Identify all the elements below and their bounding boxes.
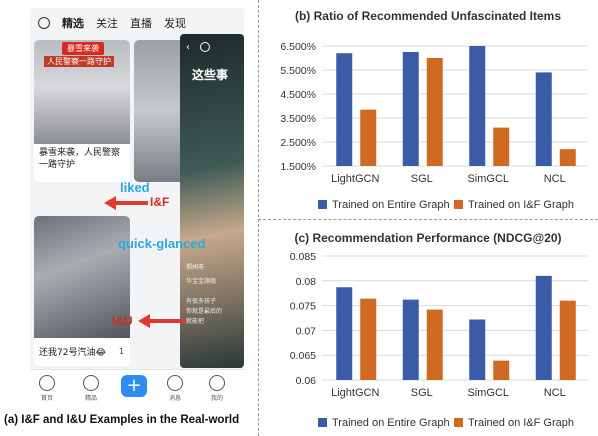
back-chevron-icon[interactable]: ‹ [186,42,190,53]
nav-home[interactable]: 首页 [32,375,62,402]
card-title: 暴雪来袭，人民警察一路守护 [39,148,121,170]
bar-if-graph [426,58,443,166]
chart-title: (c) Recommendation Performance (NDCG@20) [294,231,561,245]
annotation-liked: liked [120,180,150,195]
legend-swatch [454,200,463,209]
legend-swatch [318,200,327,209]
legend-label: Trained on I&F Graph [468,199,574,211]
panel-divider-horizontal [258,219,598,220]
chart-title: (b) Ratio of Recommended Unfascinated It… [295,9,561,23]
bar-entire-graph [535,275,552,380]
y-tick-label: 0.085 [290,251,316,263]
like-count: 1 [118,347,124,356]
card-tag: 暴雪来袭 [62,42,104,55]
arrow-if [104,196,148,210]
y-tick-label: 0.07 [296,325,317,337]
x-tick-label: NCL [544,387,566,399]
x-tick-label: SimGCL [467,173,509,185]
legend-label: Trained on Entire Graph [332,199,450,211]
bar-if-graph [360,109,377,166]
y-tick-label: 0.075 [290,301,316,313]
nav-label: 首页 [40,395,53,402]
legend-label: Trained on Entire Graph [332,417,450,429]
profile-icon [209,375,225,391]
bar-entire-graph [469,319,486,380]
search-icon[interactable] [38,17,50,29]
y-tick-label: 0.065 [290,350,316,362]
card-title: 还我72号汽油😂 [39,348,106,358]
y-tick-label: 6.500% [280,41,316,53]
tab-live[interactable]: 直播 [130,17,152,30]
create-plus-button[interactable]: + [121,375,147,397]
bar-entire-graph [336,287,353,380]
video-line-3: 你就是最后的 [186,308,223,315]
featured-icon [83,375,99,391]
figure-caption-a: (a) I&F and I&U Examples in the Real-wor… [4,414,240,426]
legend-swatch [454,418,463,427]
y-tick-label: 3.500% [280,113,316,125]
chart-unfascinated-ratio: (b) Ratio of Recommended Unfascinated It… [280,9,588,211]
nav-label: 精品 [84,395,97,402]
chart-ndcg: (c) Recommendation Performance (NDCG@20)… [290,231,588,429]
bar-if-graph [360,298,377,380]
bar-entire-graph [402,299,419,380]
card-overlay-text: 人民警察一路守护 [44,56,114,67]
y-tick-label: 2.500% [280,137,316,149]
x-tick-label: LightGCN [331,387,379,399]
feed-card-car[interactable]: 还我72号汽油😂 1 [34,216,130,366]
bar-if-graph [426,309,443,380]
annotation-if: I&F [150,195,170,209]
x-tick-label: SGL [411,387,433,399]
legend-label: Trained on I&F Graph [468,417,574,429]
bar-entire-graph [402,52,419,166]
bar-entire-graph [469,46,486,166]
y-tick-label: 1.500% [280,161,316,173]
card-image [34,216,130,338]
bar-if-graph [493,360,510,380]
panel-divider-vertical [258,0,259,436]
video-line-2: 有很多孩子 [186,298,217,305]
bar-if-graph [559,149,576,166]
video-overlay-title: 这些事 [192,68,229,82]
home-icon [39,375,55,391]
y-tick-label: 5.500% [280,65,316,77]
nav-label: 消息 [168,395,181,402]
annotation-iu: I&U [112,314,133,328]
y-tick-label: 0.08 [296,276,317,288]
bar-entire-graph [336,53,353,167]
x-tick-label: NCL [544,173,566,185]
nav-featured[interactable]: 精品 [76,375,106,402]
bar-if-graph [493,127,510,166]
card-image [180,34,244,368]
bar-entire-graph [535,72,552,166]
nav-profile[interactable]: 我的 [202,375,232,402]
tab-following[interactable]: 关注 [96,17,118,30]
phone-screenshot: 精选 关注 直播 发现 暴雪来袭 人民警察一路守护 暴雪来袭，人民警察一路守护 … [30,8,244,406]
arrow-iu [138,314,186,328]
tab-featured[interactable]: 精选 [62,17,84,30]
video-location: 郑州市 [186,264,205,271]
y-tick-label: 4.500% [280,89,316,101]
bottom-nav-bar: 首页 精品 + 消息 我的 [30,369,244,406]
video-line-4: 就能把 [186,318,205,325]
x-tick-label: LightGCN [331,173,379,185]
x-tick-label: SimGCL [467,387,509,399]
feed-card-police[interactable]: 暴雪来袭 人民警察一路守护 暴雪来袭，人民警察一路守护 [34,40,130,182]
top-tab-bar: 精选 关注 直播 发现 [30,8,244,38]
video-card-overlay[interactable]: ‹ 这些事 郑州市 华宝宝旗舰 有很多孩子 你就是最后的 就能把 [180,34,244,368]
y-tick-label: 0.06 [296,375,317,387]
annotation-quick-glanced: quick-glanced [118,236,206,251]
video-search-icon[interactable] [200,42,210,52]
x-tick-label: SGL [411,173,433,185]
nav-label: 我的 [210,395,223,402]
video-line-1: 华宝宝旗舰 [186,278,217,285]
bar-if-graph [559,300,576,380]
legend-swatch [318,418,327,427]
tab-discover[interactable]: 发现 [164,17,186,30]
nav-messages[interactable]: 消息 [160,375,190,402]
message-icon [167,375,183,391]
